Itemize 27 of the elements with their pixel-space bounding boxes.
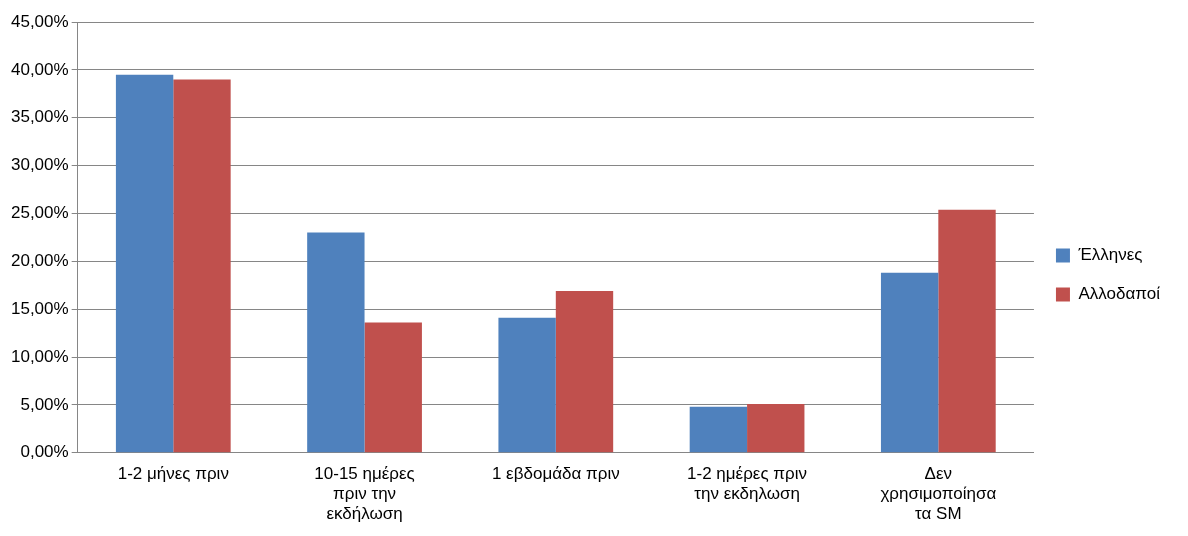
- legend-label: Αλλοδαποί: [1078, 284, 1161, 304]
- x-tick-label: 1-2 ημέρες πριν την εκδηλωση: [687, 463, 808, 504]
- bar: [555, 291, 614, 453]
- y-tick-label: 15,00%: [10, 298, 69, 318]
- x-tick-label: 1 εβδομάδα πριν: [491, 463, 620, 483]
- bar: [115, 74, 174, 453]
- x-tick-label: 1-2 μήνες πριν: [117, 463, 229, 483]
- y-tick-label: 0,00%: [20, 442, 69, 462]
- y-tick-label: 25,00%: [10, 203, 69, 223]
- bar: [938, 209, 996, 453]
- x-tick-label: Δεν χρησιμοποίησα τα SM: [880, 463, 997, 524]
- legend-label: Έλληνες: [1077, 245, 1143, 265]
- bar: [307, 232, 365, 453]
- x-tick-label: 10-15 ημέρες πριν την εκδήλωση: [314, 463, 415, 524]
- y-tick-label: 40,00%: [10, 59, 69, 79]
- y-tick-label: 10,00%: [10, 346, 69, 366]
- y-tick-label: 45,00%: [10, 11, 69, 31]
- bar: [173, 79, 231, 453]
- y-tick-label: 35,00%: [10, 107, 69, 127]
- y-tick-label: 30,00%: [10, 155, 69, 175]
- bar: [498, 317, 556, 453]
- y-tick-label: 5,00%: [20, 394, 69, 414]
- bar: [747, 403, 805, 453]
- bar: [880, 272, 939, 453]
- y-tick-label: 20,00%: [10, 251, 69, 271]
- bar: [364, 322, 422, 453]
- bar: [689, 406, 748, 453]
